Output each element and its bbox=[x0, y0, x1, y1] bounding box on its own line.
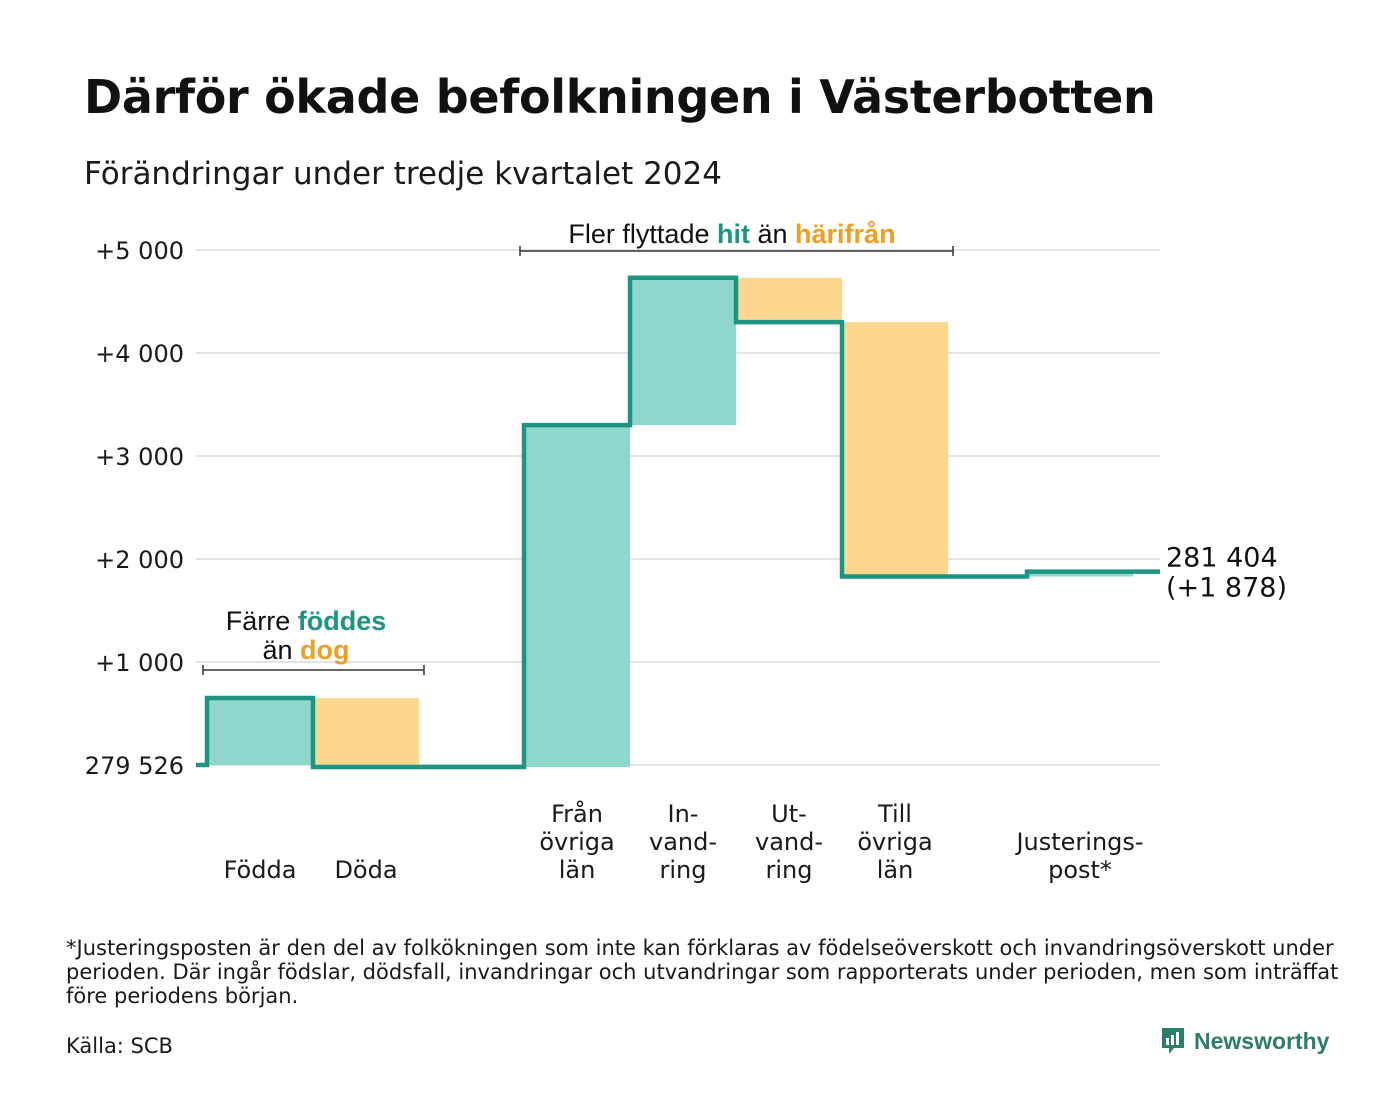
category-label-line: Till bbox=[877, 800, 912, 828]
annotation-bracket-births bbox=[202, 665, 425, 675]
category-label-line: övriga bbox=[539, 828, 614, 856]
bar-fran bbox=[524, 425, 630, 768]
annotation-bracket-migration bbox=[519, 246, 954, 256]
end-label-line: 281 404 bbox=[1166, 543, 1278, 574]
waterfall-chart: +1 000 +2 000 +3 000 +4 000 +5 000 279 526 Föd… bbox=[85, 219, 1287, 884]
bar-fodda bbox=[207, 698, 313, 765]
category-label-just: Justerings-post* bbox=[1014, 828, 1143, 884]
category-label-line: ring bbox=[660, 856, 707, 884]
annotation-text-plain: Fler flyttade bbox=[568, 219, 717, 249]
cumulative-step-line bbox=[196, 275, 1160, 770]
category-label-line: ring bbox=[766, 856, 813, 884]
brand-logo: Newsworthy bbox=[1160, 1026, 1329, 1056]
category-label-line: län bbox=[559, 856, 596, 884]
category-label-line: Från bbox=[551, 799, 603, 828]
annotation-text-in: hit bbox=[717, 219, 750, 249]
y-tick-label: +2 000 bbox=[95, 546, 184, 574]
category-label-line: In- bbox=[668, 800, 699, 828]
annotation-text-plain: än bbox=[750, 219, 795, 249]
category-label-line: post* bbox=[1048, 856, 1112, 884]
annotation-migration: Fler flyttade hit än härifrån bbox=[568, 219, 895, 249]
bar-invand bbox=[630, 277, 736, 426]
end-label-line: (+1 878) bbox=[1166, 573, 1287, 604]
category-label-line: Döda bbox=[334, 856, 397, 884]
bar-doda bbox=[313, 698, 419, 768]
chart-title: Därför ökade befolkningen i Västerbotten bbox=[84, 70, 1156, 124]
annotation-text-in: föddes bbox=[298, 606, 387, 636]
footnote: *Justeringsposten är den del av folkökni… bbox=[66, 936, 1339, 1008]
category-label-line: Födda bbox=[224, 856, 297, 884]
category-label-line: vand- bbox=[649, 828, 717, 856]
annotation-births: Färre föddes än dog bbox=[226, 606, 387, 665]
category-label-utvand: Ut-vand-ring bbox=[755, 800, 823, 884]
end-total-label: 281 404 (+1 878) bbox=[1166, 543, 1287, 604]
annotation-text-plain: än bbox=[262, 635, 300, 665]
bars bbox=[207, 277, 1133, 768]
category-label-line: Justerings- bbox=[1014, 828, 1143, 856]
bar-just bbox=[1027, 571, 1133, 577]
category-label-line: Ut- bbox=[771, 800, 807, 828]
newsworthy-logo-icon bbox=[1162, 1028, 1184, 1054]
category-label-line: övriga bbox=[857, 828, 932, 856]
baseline-label: 279 526 bbox=[85, 752, 184, 780]
category-label-fodda: Födda bbox=[224, 856, 297, 884]
category-label-till: Till övriga län bbox=[857, 800, 932, 884]
brand-name: Newsworthy bbox=[1194, 1027, 1330, 1054]
category-label-invand: In-vand-ring bbox=[649, 800, 717, 884]
annotation-text-plain: Färre bbox=[226, 606, 298, 636]
annotation-text-out: dog bbox=[300, 635, 349, 665]
annotation-text-out: härifrån bbox=[795, 219, 896, 249]
y-tick-label: +3 000 bbox=[95, 443, 184, 471]
y-tick-label: +5 000 bbox=[95, 237, 184, 265]
bar-utvand bbox=[736, 277, 842, 323]
source-note: Källa: SCB bbox=[66, 1034, 173, 1058]
category-label-line: län bbox=[877, 856, 914, 884]
y-tick-label: +4 000 bbox=[95, 340, 184, 368]
category-label-line: vand- bbox=[755, 828, 823, 856]
category-label-doda: Döda bbox=[334, 856, 397, 884]
y-tick-label: +1 000 bbox=[95, 649, 184, 677]
chart-subtitle: Förändringar under tredje kvartalet 2024 bbox=[84, 156, 722, 192]
bar-till bbox=[842, 322, 948, 577]
category-label-fran: Från övriga län bbox=[539, 799, 614, 884]
